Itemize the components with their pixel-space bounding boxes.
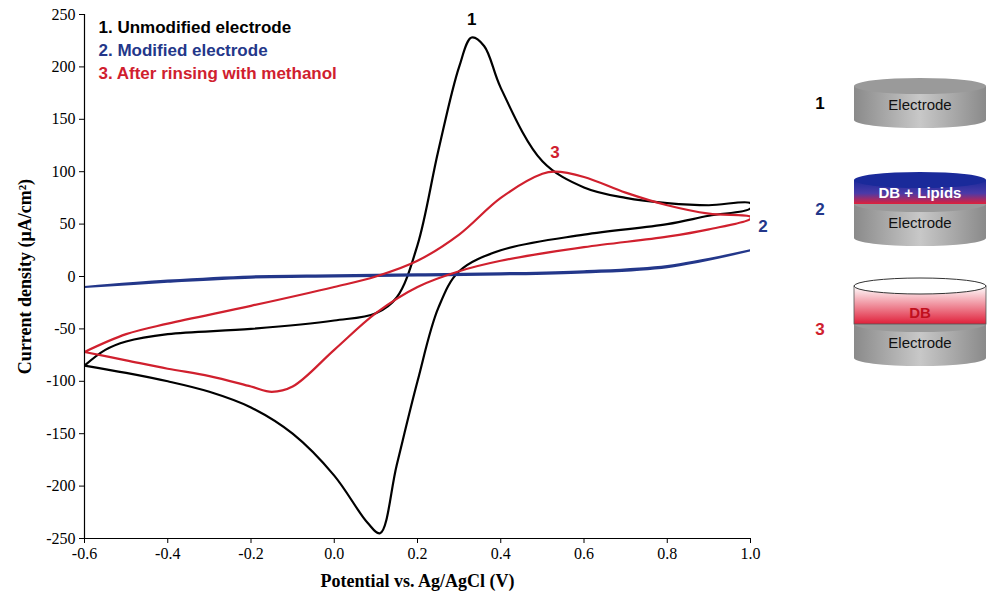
svg-text:Electrode: Electrode bbox=[888, 334, 951, 351]
svg-text:1. Unmodified electrode: 1. Unmodified electrode bbox=[99, 18, 292, 37]
svg-text:-200: -200 bbox=[46, 477, 75, 494]
svg-text:0.6: 0.6 bbox=[574, 545, 594, 562]
svg-text:3: 3 bbox=[815, 320, 824, 339]
svg-text:Electrode: Electrode bbox=[888, 96, 951, 113]
svg-text:DB + Lipids: DB + Lipids bbox=[879, 184, 962, 201]
svg-text:3: 3 bbox=[550, 143, 559, 162]
svg-text:-0.2: -0.2 bbox=[238, 545, 263, 562]
svg-text:150: 150 bbox=[52, 110, 76, 127]
svg-text:250: 250 bbox=[52, 6, 76, 23]
svg-text:2: 2 bbox=[758, 217, 767, 236]
svg-text:Electrode: Electrode bbox=[888, 214, 951, 231]
svg-text:-50: -50 bbox=[54, 320, 75, 337]
svg-text:0.4: 0.4 bbox=[491, 545, 511, 562]
svg-text:100: 100 bbox=[52, 163, 76, 180]
svg-text:0.2: 0.2 bbox=[408, 545, 428, 562]
svg-text:-0.4: -0.4 bbox=[155, 545, 180, 562]
svg-text:0.8: 0.8 bbox=[657, 545, 677, 562]
svg-text:3. After rinsing with methanol: 3. After rinsing with methanol bbox=[99, 64, 337, 83]
svg-text:2: 2 bbox=[815, 200, 824, 219]
svg-text:Current density (μA/cm²): Current density (μA/cm²) bbox=[15, 179, 36, 374]
svg-text:0: 0 bbox=[68, 268, 76, 285]
svg-text:50: 50 bbox=[60, 215, 76, 232]
svg-text:0.0: 0.0 bbox=[324, 545, 344, 562]
svg-text:DB: DB bbox=[909, 304, 931, 321]
svg-text:-0.6: -0.6 bbox=[72, 545, 97, 562]
svg-text:1.0: 1.0 bbox=[741, 545, 761, 562]
svg-text:-100: -100 bbox=[46, 372, 75, 389]
svg-text:-150: -150 bbox=[46, 425, 75, 442]
svg-text:Potential vs. Ag/AgCl (V): Potential vs. Ag/AgCl (V) bbox=[321, 571, 515, 592]
svg-text:200: 200 bbox=[52, 58, 76, 75]
svg-text:1: 1 bbox=[467, 10, 476, 29]
svg-text:-250: -250 bbox=[46, 529, 76, 547]
svg-text:2. Modified electrode: 2. Modified electrode bbox=[99, 41, 268, 60]
svg-text:1: 1 bbox=[815, 94, 824, 113]
